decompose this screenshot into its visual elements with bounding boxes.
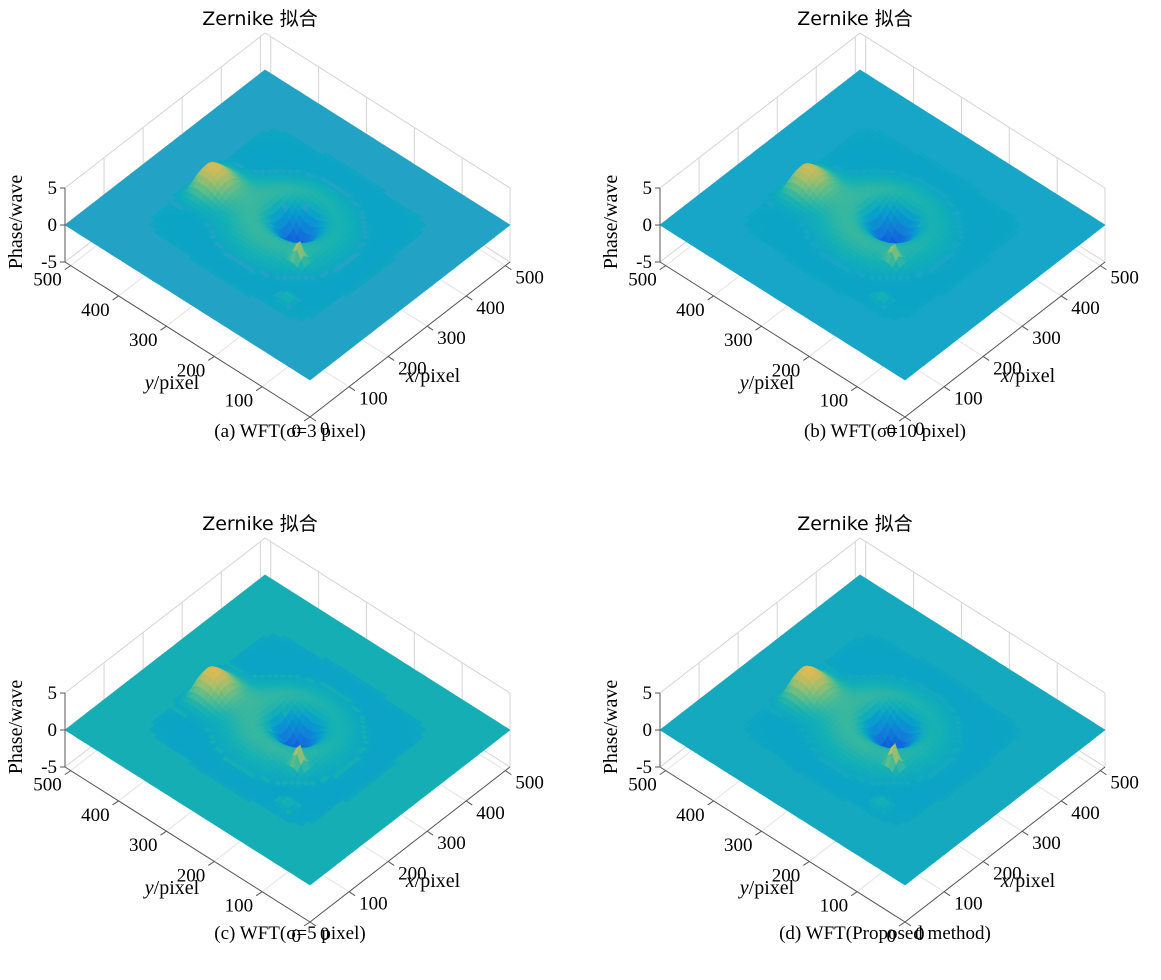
x-axis-label: x/pixel xyxy=(405,365,461,387)
y-tick xyxy=(65,266,71,270)
chart-caption: (a) WFT(σ=3 pixel) xyxy=(0,421,580,443)
z-tick-label: 5 xyxy=(48,178,58,199)
x-tick-label: 500 xyxy=(515,268,544,289)
y-tick xyxy=(208,356,214,360)
x-tick xyxy=(466,296,472,300)
surface-plot: 01002003004005000100200300400500-505x/pi… xyxy=(595,0,1161,440)
y-axis-label: y/pixel xyxy=(143,372,200,394)
x-tick xyxy=(427,326,433,330)
x-tick xyxy=(349,387,355,391)
y-tick xyxy=(256,387,262,391)
y-tick-label: 300 xyxy=(129,330,158,351)
y-tick-label: 100 xyxy=(225,391,254,412)
x-tick-label: 300 xyxy=(437,328,466,349)
x-tick xyxy=(505,266,511,270)
surface-plot: 01002003004005000100200300400500-505x/pi… xyxy=(0,0,580,440)
y-tick xyxy=(160,326,166,330)
y-tick xyxy=(113,296,119,300)
z-tick-label: 0 xyxy=(48,215,58,236)
z-axis-label: Phase/wave xyxy=(5,175,27,270)
z-tick-label: -5 xyxy=(41,252,57,273)
x-tick-label: 100 xyxy=(359,389,388,410)
x-tick xyxy=(388,356,394,360)
y-tick-label: 400 xyxy=(81,300,110,321)
x-tick-label: 400 xyxy=(476,298,505,319)
